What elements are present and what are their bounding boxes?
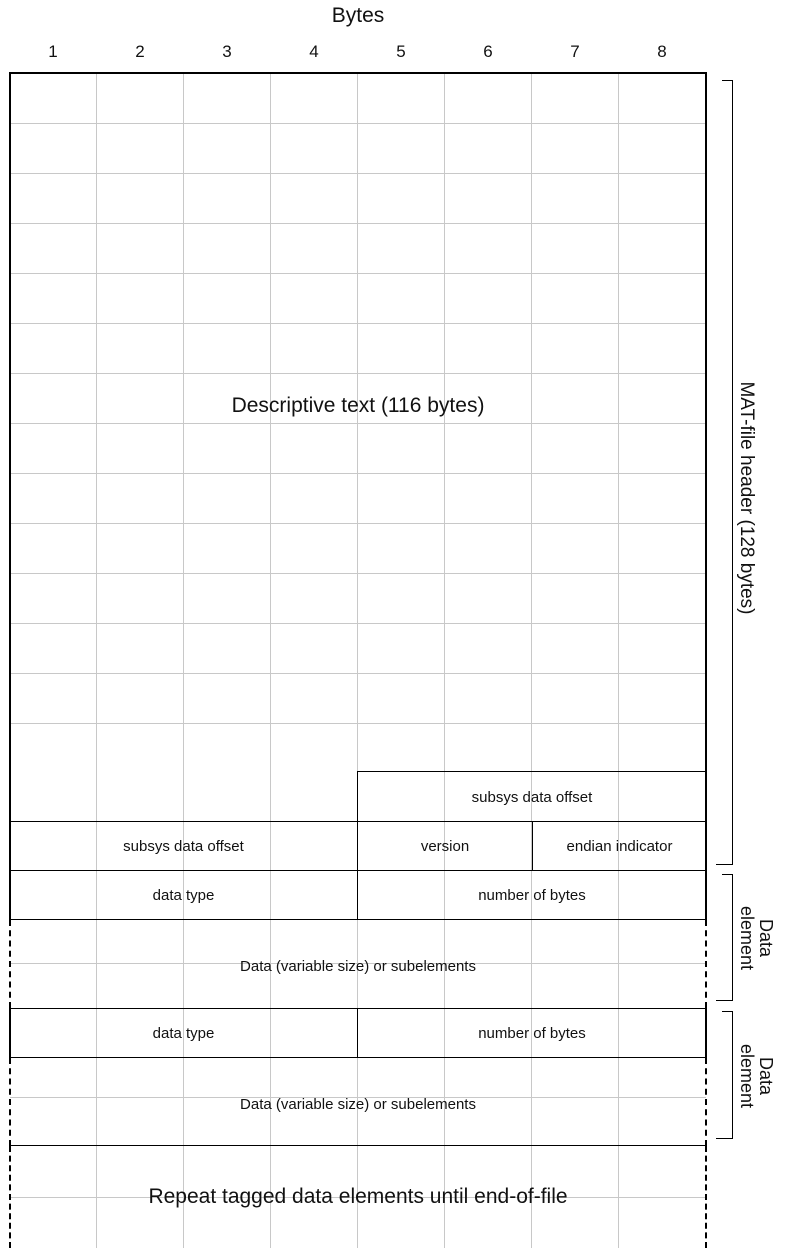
data-element-1-bracket-bottom bbox=[716, 1000, 733, 1001]
grid-line bbox=[10, 173, 706, 174]
version-label: version bbox=[420, 838, 470, 855]
data-element-2-bracket-top bbox=[722, 1011, 733, 1012]
descriptive-text-label: Descriptive text (116 bytes) bbox=[231, 394, 485, 417]
number-of-bytes-label: number of bytes bbox=[478, 887, 586, 904]
data-variable-size-label: Data (variable size) or subelements bbox=[240, 1096, 476, 1113]
byte-column-5: 5 bbox=[396, 42, 406, 61]
data-element-1-bracket-top bbox=[722, 874, 733, 875]
data-element-1-bracket-spine bbox=[732, 874, 733, 1001]
left-dashed-border bbox=[9, 1058, 11, 1146]
grid-line bbox=[10, 1097, 706, 1098]
byte-column-1: 1 bbox=[48, 42, 58, 61]
data-element-1-bottom bbox=[10, 1008, 706, 1009]
data-variable-size-label: Data (variable size) or subelements bbox=[240, 958, 476, 975]
header-bracket-bottom bbox=[716, 864, 733, 865]
grid-line bbox=[10, 673, 706, 674]
grid-line bbox=[10, 273, 706, 274]
data-element-1-label-line1: Data bbox=[756, 918, 776, 958]
data-element-2-label-line2: element bbox=[737, 1043, 757, 1109]
byte-column-4: 4 bbox=[309, 42, 319, 61]
right-border bbox=[705, 72, 707, 920]
version-row-top-line bbox=[10, 821, 706, 822]
bytes-axis-title: Bytes bbox=[331, 4, 385, 27]
left-dashed-border bbox=[9, 1146, 11, 1248]
mid-divider bbox=[357, 771, 358, 920]
grid-line bbox=[531, 73, 532, 1248]
left-dashed-border bbox=[9, 920, 11, 1008]
grid-line bbox=[270, 73, 271, 1248]
grid-line bbox=[10, 623, 706, 624]
data-element-2-bottom bbox=[10, 1145, 706, 1146]
data-type-label: data type bbox=[152, 887, 215, 904]
data-element-1-label: Data element bbox=[737, 898, 776, 978]
header-bracket-spine bbox=[732, 80, 733, 865]
data-element-2-tag-bottom bbox=[10, 1057, 706, 1058]
data-element-2-bracket-bottom bbox=[716, 1138, 733, 1139]
grid-line bbox=[618, 73, 619, 1248]
grid-line bbox=[444, 73, 445, 1248]
right-border bbox=[705, 1008, 707, 1058]
byte-column-6: 6 bbox=[483, 42, 493, 61]
data-element-1-tag-bottom bbox=[10, 919, 706, 920]
repeat-tagged-data-label: Repeat tagged data elements until end-of… bbox=[148, 1185, 568, 1208]
header-bracket-top bbox=[722, 80, 733, 81]
left-border bbox=[9, 72, 11, 920]
data-element-2-bracket-spine bbox=[732, 1011, 733, 1139]
number-of-bytes-label: number of bytes bbox=[478, 1025, 586, 1042]
right-dashed-border bbox=[705, 1146, 707, 1248]
right-dashed-border bbox=[705, 920, 707, 1008]
data-element-2-label: Data element bbox=[737, 1036, 776, 1116]
grid-line bbox=[10, 323, 706, 324]
byte-column-2: 2 bbox=[135, 42, 145, 61]
grid-line bbox=[10, 373, 706, 374]
header-top-border bbox=[9, 72, 707, 74]
data-element-2-label-line1: Data bbox=[756, 1056, 776, 1096]
endian-divider bbox=[532, 821, 533, 871]
grid-line bbox=[10, 423, 706, 424]
grid-line bbox=[10, 573, 706, 574]
grid-line bbox=[10, 523, 706, 524]
data-element-1-label-line2: element bbox=[737, 905, 757, 971]
grid-line bbox=[10, 473, 706, 474]
left-border bbox=[9, 1008, 11, 1058]
subsys-data-offset-left-label: subsys data offset bbox=[123, 838, 244, 855]
subsys-data-offset-right-label: subsys data offset bbox=[471, 789, 593, 806]
endian-indicator-label: endian indicator bbox=[566, 838, 673, 855]
grid-line bbox=[10, 723, 706, 724]
byte-column-3: 3 bbox=[222, 42, 232, 61]
grid-line bbox=[10, 1197, 706, 1198]
header-bottom-line bbox=[10, 870, 706, 871]
subsys-offset-top-line bbox=[357, 771, 706, 772]
grid-line bbox=[96, 73, 97, 1248]
byte-column-7: 7 bbox=[570, 42, 580, 61]
grid-line bbox=[183, 73, 184, 1248]
mid-divider bbox=[357, 1008, 358, 1058]
grid-line bbox=[10, 123, 706, 124]
grid-line bbox=[357, 73, 358, 1248]
byte-column-8: 8 bbox=[657, 42, 667, 61]
grid-line bbox=[10, 223, 706, 224]
grid-line bbox=[10, 963, 706, 964]
data-type-label: data type bbox=[152, 1025, 215, 1042]
right-dashed-border bbox=[705, 1058, 707, 1146]
mat-file-header-label: MAT-file header (128 bytes) bbox=[736, 381, 757, 615]
